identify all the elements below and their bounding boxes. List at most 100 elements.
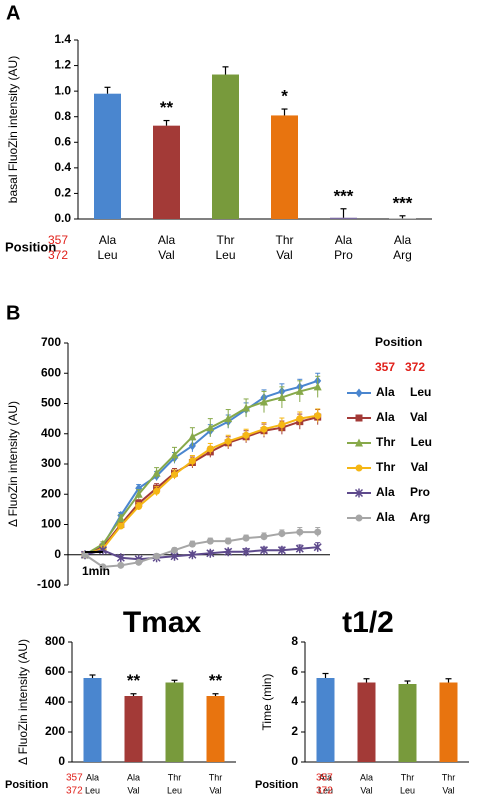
point [277,392,286,401]
chart-title: t1/2 [342,606,394,639]
x-tick-label: Leu [400,785,415,795]
position-label: Position [255,779,299,791]
legend-marker [355,414,363,422]
legend-label: Thr Val [376,460,428,474]
y-tick-label: 400 [41,426,61,440]
bar [124,696,143,762]
point [313,542,322,552]
legend-number: 372 [405,360,425,374]
point [242,403,251,412]
x-tick-label: Ala [360,772,373,782]
point [242,534,250,542]
legend-marker [354,488,364,498]
legend-title: Position [375,335,422,349]
legend-marker [355,464,363,472]
position-number: 357 [48,233,68,247]
legend-marker [355,388,363,398]
y-tick-label: 800 [45,634,65,648]
point [295,386,304,395]
point [117,561,125,569]
bar [316,678,335,762]
x-tick-label: Ala [394,233,412,247]
bar [165,682,184,762]
point [206,445,214,453]
legend-label: Ala Leu [376,385,431,399]
x-tick-label: Leu [215,248,235,262]
y-tick-label: 2 [291,724,298,738]
point [206,537,214,545]
point [188,550,197,560]
point [116,513,125,522]
bar [153,125,180,219]
y-tick-label: 100 [41,517,61,531]
significance: * [281,87,288,106]
y-tick-label: 0.0 [54,211,71,225]
y-tick-label: 1.4 [54,32,71,46]
point [171,546,178,554]
y-tick-label: 400 [45,694,65,708]
position-label: Position [5,779,49,791]
point [135,483,143,493]
y-tick-label: 200 [45,724,65,738]
series-line [84,546,318,561]
panel-label: A [6,2,20,24]
x-tick-label: Val [276,248,292,262]
y-tick-label: 600 [41,365,61,379]
series-line [84,379,319,556]
x-tick-label: Pro [334,248,353,262]
bar [389,218,416,219]
x-tick-label: Thr [401,772,415,782]
position-number: 357 [316,773,333,784]
point [314,412,322,420]
legend-marker [355,514,363,522]
point [206,548,215,558]
legend-label: Ala Val [376,410,427,424]
x-tick-label: Ala [99,233,117,247]
legend-label: Thr Leu [376,435,432,449]
y-axis-label: basal FluoZin intensity (AU) [6,56,20,203]
y-axis-label: Δ FluoZin intensity (AU) [6,401,20,527]
y-tick-label: 0.8 [54,109,71,123]
y-tick-label: 500 [41,396,61,410]
y-tick-label: 0.4 [54,160,71,174]
y-tick-label: 200 [41,486,61,500]
point [278,421,286,429]
point [260,397,268,406]
y-tick-label: 0 [291,754,298,768]
legend-number: 357 [375,360,395,374]
x-tick-label: Leu [85,785,100,795]
point [153,552,161,560]
position-label: Position [5,239,56,254]
point [152,468,161,477]
y-tick-label: 8 [291,634,298,648]
bar [206,696,225,762]
x-tick-label: Val [127,785,139,795]
point [296,528,304,536]
x-tick-label: Ala [319,772,332,782]
point [224,547,233,557]
bar [83,678,102,762]
scale-bar-label: 1min [82,564,110,578]
y-axis-label: Δ FluoZin intensity (AU) [16,639,30,765]
y-tick-label: 0.2 [54,186,71,200]
point [135,502,143,510]
point [259,545,269,555]
point [242,431,250,439]
x-tick-label: Leu [167,785,182,795]
point [278,530,286,538]
y-tick-label: 6 [291,664,298,678]
significance: *** [334,186,354,205]
y-tick-label: 300 [41,456,61,470]
legend-label: Ala Arg [376,510,430,524]
significance: ** [209,671,223,690]
series-line [84,385,318,556]
point [170,450,179,459]
x-tick-label: Val [209,785,221,795]
bar [212,74,239,220]
point [153,487,161,495]
chart-title: Tmax [123,606,202,639]
point [260,425,268,433]
y-tick-label: 1.0 [54,83,71,97]
bar [398,684,417,762]
